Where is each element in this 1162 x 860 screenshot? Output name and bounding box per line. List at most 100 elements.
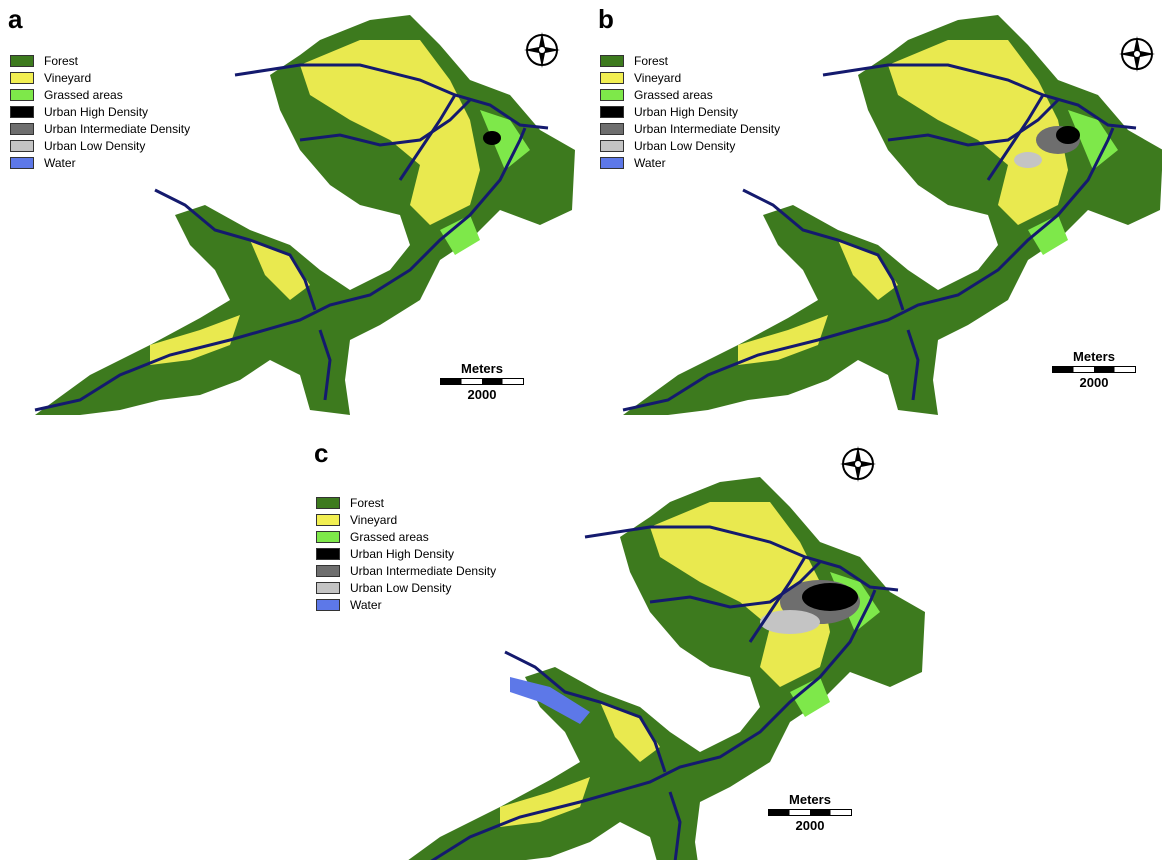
legend-label: Urban Intermediate Density — [44, 121, 191, 136]
legend-label: Urban Intermediate Density — [350, 563, 497, 578]
scale-bar-graphic — [1052, 366, 1136, 373]
legend-item: Water — [600, 154, 780, 171]
legend: Forest Vineyard Grassed areas Urban High De… — [10, 52, 190, 171]
panel-a: a Forest Vineyard Grassed areas Urban High … — [0, 0, 580, 430]
land-use-map — [622, 15, 1162, 415]
legend-label: Urban Low Density — [634, 138, 736, 153]
legend-swatch — [10, 105, 34, 118]
legend-item: Urban Low Density — [10, 137, 190, 154]
legend-swatch — [316, 496, 340, 509]
legend-label: Grassed areas — [350, 529, 429, 544]
legend-swatch — [600, 105, 624, 118]
scale-bar: Meters 2000 — [440, 361, 524, 402]
legend-label: Water — [44, 155, 76, 170]
legend-swatch — [316, 513, 340, 526]
water-area — [510, 677, 590, 724]
legend-label: Vineyard — [44, 70, 92, 85]
scale-value: 2000 — [467, 387, 497, 402]
legend-label: Urban Low Density — [44, 138, 146, 153]
legend-label: Water — [350, 597, 382, 612]
legend-swatch — [10, 54, 34, 67]
grassed-area — [1068, 110, 1118, 170]
river-line — [668, 791, 682, 860]
compass-center — [855, 461, 861, 467]
river-line — [622, 127, 1115, 412]
urban-low-area — [760, 610, 820, 634]
legend-item: Forest — [316, 494, 496, 511]
scale-bar: Meters 2000 — [768, 792, 852, 833]
scale-value: 2000 — [795, 818, 825, 833]
panel-b: b Forest Vineyard Grassed areas Urban High … — [590, 0, 1162, 430]
scale-value: 2000 — [1079, 375, 1109, 390]
compass-rose-icon — [524, 32, 560, 68]
river-line — [34, 127, 527, 412]
land-use-map — [34, 15, 575, 415]
legend-item: Vineyard — [600, 69, 780, 86]
legend-item: Grassed areas — [600, 86, 780, 103]
river-line — [398, 94, 457, 181]
grassed-area — [440, 215, 480, 255]
river-line — [584, 525, 899, 592]
panel-letter: c — [314, 438, 329, 468]
legend-swatch — [316, 598, 340, 611]
river-line — [234, 63, 549, 130]
scale-title: Meters — [461, 361, 503, 376]
legend-swatch — [600, 88, 624, 101]
legend-swatch — [600, 156, 624, 169]
legend-label: Urban High Density — [634, 104, 739, 119]
scale-bar-graphic — [440, 378, 524, 385]
legend-item: Vineyard — [10, 69, 190, 86]
river-line — [887, 98, 1060, 147]
river-line — [318, 329, 332, 401]
legend-label: Forest — [44, 53, 79, 68]
land-use-map — [408, 477, 925, 860]
legend-item: Forest — [600, 52, 780, 69]
compass-center — [539, 47, 545, 53]
grassed-area — [480, 110, 530, 170]
legend-item: Urban Intermediate Density — [10, 120, 190, 137]
vineyard-area — [150, 315, 240, 365]
urban-high-area — [483, 131, 501, 145]
legend-swatch — [10, 156, 34, 169]
legend-label: Urban Intermediate Density — [634, 121, 781, 136]
legend-label: Vineyard — [634, 70, 682, 85]
river-line — [748, 556, 807, 643]
compass-rose-icon — [840, 446, 876, 482]
legend-item: Water — [316, 596, 496, 613]
legend-label: Water — [634, 155, 666, 170]
legend-label: Vineyard — [350, 512, 398, 527]
legend-item: Vineyard — [316, 511, 496, 528]
urban-high-area — [1056, 126, 1080, 144]
legend-item: Grassed areas — [316, 528, 496, 545]
legend-swatch — [600, 54, 624, 67]
legend-item: Forest — [10, 52, 190, 69]
legend-item: Urban Low Density — [600, 137, 780, 154]
legend-item: Urban Intermediate Density — [600, 120, 780, 137]
legend-item: Grassed areas — [10, 86, 190, 103]
urban-high-area — [802, 583, 858, 611]
grassed-area — [1028, 215, 1068, 255]
legend-swatch — [316, 581, 340, 594]
legend-item: Urban Low Density — [316, 579, 496, 596]
river-line — [430, 589, 877, 860]
legend-swatch — [316, 564, 340, 577]
legend-label: Urban High Density — [44, 104, 149, 119]
legend-swatch — [10, 88, 34, 101]
legend-swatch — [600, 122, 624, 135]
vineyard-area — [500, 777, 590, 827]
panel-letter: b — [598, 4, 614, 34]
river-line — [299, 98, 472, 147]
legend: Forest Vineyard Grassed areas Urban High De… — [600, 52, 780, 171]
compass-center — [1134, 51, 1140, 57]
vineyard-area — [600, 702, 660, 762]
grassed-area — [790, 677, 830, 717]
legend-label: Grassed areas — [44, 87, 123, 102]
scale-bar-graphic — [768, 809, 852, 816]
river-line — [649, 560, 822, 609]
panel-letter: a — [8, 4, 23, 34]
legend-label: Forest — [634, 53, 669, 68]
compass-rose-icon — [1119, 36, 1155, 72]
legend-label: Urban Low Density — [350, 580, 452, 595]
legend-swatch — [316, 547, 340, 560]
legend-item: Urban High Density — [316, 545, 496, 562]
